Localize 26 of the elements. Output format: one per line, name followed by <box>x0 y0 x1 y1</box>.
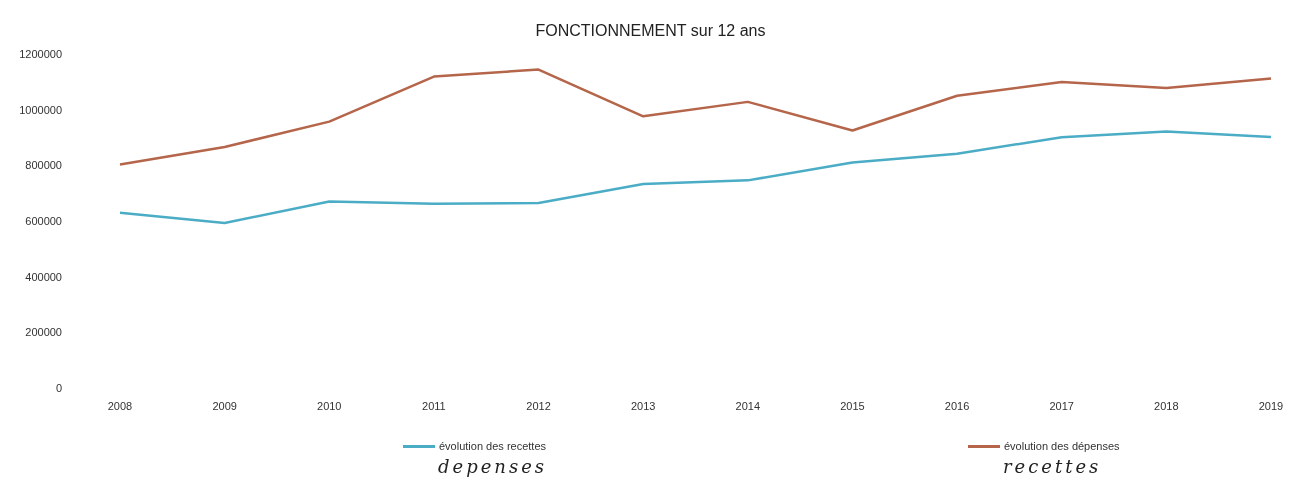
y-tick-label: 200000 <box>25 326 62 339</box>
y-tick-label: 400000 <box>25 270 62 283</box>
y-tick-label: 1200000 <box>19 47 62 60</box>
x-tick-label: 2011 <box>422 399 446 412</box>
chart-title: FONCTIONNEMENT sur 12 ans <box>534 22 767 40</box>
x-tick-label: 2010 <box>317 399 342 412</box>
x-tick-label: 2018 <box>1154 399 1179 412</box>
x-tick-label: 2015 <box>840 399 865 412</box>
y-tick-label: 1000000 <box>19 103 62 116</box>
x-tick-label: 2017 <box>1049 399 1074 412</box>
x-tick-label: 2012 <box>526 399 551 412</box>
y-tick-label: 600000 <box>25 214 62 227</box>
y-tick-label: 0 <box>55 381 62 394</box>
x-tick-label: 2019 <box>1258 399 1284 412</box>
line-series <box>118 68 1273 166</box>
x-tick-label: 2008 <box>107 399 133 412</box>
x-tick-label: 2014 <box>735 399 761 412</box>
legend-label: évolution des recettes <box>439 440 547 452</box>
legend-label: évolution des dépenses <box>1004 440 1120 452</box>
y-tick-label: 800000 <box>25 159 62 172</box>
x-tick-label: 2013 <box>630 399 656 412</box>
text: recettes <box>1003 456 1102 477</box>
line-series <box>118 130 1273 225</box>
x-tick-label: 2016 <box>944 399 970 412</box>
text: depenses <box>438 456 548 477</box>
x-tick-label: 2009 <box>212 399 237 412</box>
